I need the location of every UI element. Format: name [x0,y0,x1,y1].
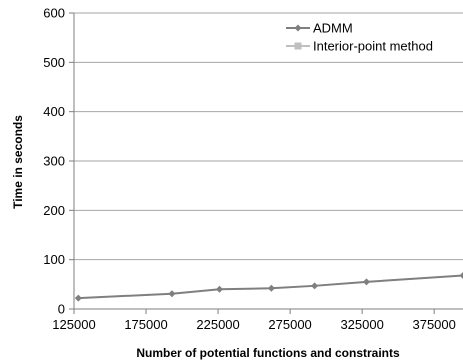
data-point-admm-1 [168,290,176,298]
y-tick-labels: 0 100 200 300 400 500 600 [43,6,65,317]
y-tick-label-300: 300 [43,154,65,169]
y-axis-title: Time in seconds [11,115,25,209]
legend-label-1: Interior-point method [313,39,433,54]
y-tick-label-500: 500 [43,55,65,70]
gridlines [74,12,463,261]
legend-label-0: ADMM [313,21,353,36]
x-tick-label-175000: 175000 [124,317,167,332]
x-tick-label-275000: 275000 [268,317,311,332]
legend-marker-0 [294,24,302,32]
x-tick-label-225000: 225000 [196,317,239,332]
data-point-admm-2 [216,285,224,293]
x-tick-label-125000: 125000 [52,317,95,332]
data-point-admm-5 [362,278,370,286]
y-tick-label-0: 0 [58,302,65,317]
legend-marker-1 [294,42,302,50]
y-tick-label-400: 400 [43,104,65,119]
y-tick-label-100: 100 [43,252,65,267]
data-point-admm-3 [267,284,275,292]
x-tick-labels: 125000 175000 225000 275000 325000 375000 [52,317,456,332]
axes [69,12,463,314]
y-tick-label-200: 200 [43,203,65,218]
data-point-admm-0 [74,294,82,302]
x-axis-title: Number of potential functions and constr… [136,346,400,360]
x-tick-label-375000: 375000 [412,317,455,332]
y-tick-label-600: 600 [43,6,65,21]
data-point-admm-6 [459,271,463,279]
legend: ADMM Interior-point method [286,21,433,54]
data-series [74,271,463,302]
data-point-admm-4 [311,282,319,290]
x-tick-label-325000: 325000 [340,317,383,332]
